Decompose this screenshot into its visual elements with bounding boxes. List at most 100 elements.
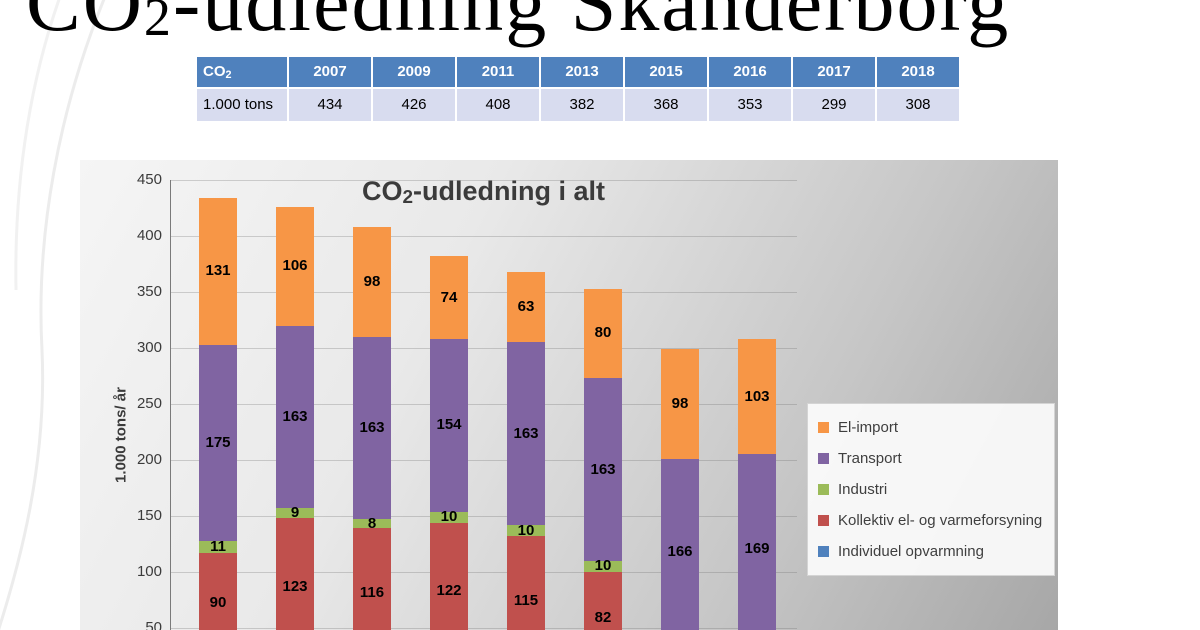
gridline [170, 404, 797, 405]
bar-value-label: 163 [359, 419, 385, 437]
table-corner-text: CO [203, 63, 226, 80]
stacked-bar-chart: CO2-udledning i alt 1.000 tons/ år El-im… [80, 160, 1058, 630]
bar-value-label: 9 [290, 504, 300, 522]
bar-value-label: 11 [210, 537, 226, 555]
legend-swatch-icon [818, 484, 829, 495]
bar-value-label: 90 [209, 594, 227, 612]
table-data-row: 1.000 tons 434 426 408 382 368 353 299 308 [197, 89, 959, 121]
bar-value-label: 98 [363, 272, 381, 290]
y-axis-tick-label: 100 [136, 563, 162, 580]
co2-data-table: CO2 2007 2009 2011 2013 2015 2016 2017 2018 1.0… [197, 57, 959, 123]
gridline [170, 460, 797, 461]
bar-segment-2016 [584, 560, 622, 572]
table-value-cell: 382 [541, 89, 623, 121]
chart-title: CO2-udledning i alt [170, 176, 797, 208]
table-year-header-cell: 2009 [373, 57, 455, 87]
table-value-cell: 408 [457, 89, 539, 121]
legend-label: Individuel opvarmning [838, 543, 984, 560]
legend-swatch-icon [818, 515, 829, 526]
bar-segment-2009 [276, 206, 314, 326]
bar-value-label: 163 [590, 460, 616, 478]
y-axis-line [170, 180, 171, 630]
bar-segment-2018 [738, 339, 776, 455]
bar-segment-2013 [430, 339, 468, 512]
table-value-cell: 368 [625, 89, 707, 121]
bar-segment-2017 [661, 349, 699, 459]
y-axis-tick-label: 350 [136, 283, 162, 300]
bar-segment-2009 [276, 325, 314, 509]
y-axis-label: 1.000 tons/ år [112, 387, 130, 483]
bar-segment-2013 [430, 522, 468, 630]
bar-value-label: 63 [517, 298, 535, 316]
chart-title-rest: -udledning i alt [413, 176, 605, 206]
bar-segment-2007 [199, 344, 237, 541]
bar-value-label: 116 [359, 584, 385, 602]
table-value-cell: 353 [709, 89, 791, 121]
bar-segment-2015 [507, 271, 545, 343]
bar-segment-2013 [430, 256, 468, 340]
page-title-rest: -udledning Skanderborg [172, 0, 1011, 48]
page-title: CO2-udledning Skanderborg [26, 0, 1010, 44]
y-axis-tick-label: 150 [136, 507, 162, 524]
y-axis-tick-label: 300 [136, 339, 162, 356]
legend-label: El-import [838, 419, 899, 436]
bar-value-label: 98 [671, 395, 689, 412]
table-corner-subscript: 2 [225, 68, 232, 81]
gridline [170, 628, 797, 629]
table-year-header-cell: 2017 [793, 57, 875, 87]
bar-segment-2016 [584, 572, 622, 630]
page-title-subscript: 2 [143, 0, 173, 48]
table-year-header-cell: 2013 [541, 57, 623, 87]
table-year-header-cell: 2015 [625, 57, 707, 87]
table-year-header-cell: 2011 [457, 57, 539, 87]
legend-item: Industri [818, 474, 1044, 505]
table-year-header-cell: 2007 [289, 57, 371, 87]
bar-segment-2009 [276, 508, 314, 519]
table-value-cell: 434 [289, 89, 371, 121]
bar-segment-2018 [738, 454, 776, 630]
table-value-cell: 426 [373, 89, 455, 121]
legend-item: El-import [818, 412, 1044, 443]
bar-value-label: 131 [205, 262, 231, 280]
legend-item: Kollektiv el- og varmeforsyning [818, 505, 1044, 536]
bar-value-label: 166 [667, 542, 693, 560]
bar-segment-2007 [199, 552, 237, 630]
bar-segment-2007 [199, 540, 237, 553]
bar-value-label: 123 [282, 578, 308, 596]
bar-value-label: 103 [744, 387, 770, 405]
bar-segment-2016 [584, 378, 622, 561]
legend-swatch-icon [818, 453, 829, 464]
chart-legend: El-import Transport Industri Kollektiv el- … [807, 403, 1055, 576]
legend-item: Transport [818, 443, 1044, 474]
gridline [170, 236, 797, 237]
y-axis-tick-label: 450 [136, 171, 162, 188]
gridline [170, 180, 797, 181]
bar-segment-2011 [353, 227, 391, 337]
table-year-header-cell: 2018 [877, 57, 959, 87]
bar-value-label: 10 [517, 521, 535, 539]
bar-value-label: 163 [513, 424, 539, 442]
bar-value-label: 115 [513, 591, 539, 609]
gridline [170, 516, 797, 517]
legend-swatch-icon [818, 546, 829, 557]
bar-segment-2015 [507, 342, 545, 525]
bar-segment-2013 [430, 511, 468, 523]
bar-value-label: 175 [205, 433, 231, 451]
bar-value-label: 10 [594, 557, 612, 575]
bar-segment-2011 [353, 528, 391, 630]
page-title-text: CO [26, 0, 144, 48]
bar-segment-2017 [661, 458, 699, 630]
bar-value-label: 74 [440, 288, 458, 306]
table-value-cell: 299 [793, 89, 875, 121]
table-row-label-cell: 1.000 tons [197, 89, 287, 121]
y-axis-tick-label: 400 [136, 227, 162, 244]
table-header-row: CO2 2007 2009 2011 2013 2015 2016 2017 2018 [197, 57, 959, 87]
bar-segment-2015 [507, 536, 545, 630]
y-axis-tick-label: 200 [136, 451, 162, 468]
table-corner-cell: CO2 [197, 57, 287, 87]
bar-value-label: 10 [440, 508, 458, 526]
bar-segment-2011 [353, 519, 391, 529]
bar-value-label: 169 [744, 540, 770, 558]
bar-segment-2015 [507, 524, 545, 537]
